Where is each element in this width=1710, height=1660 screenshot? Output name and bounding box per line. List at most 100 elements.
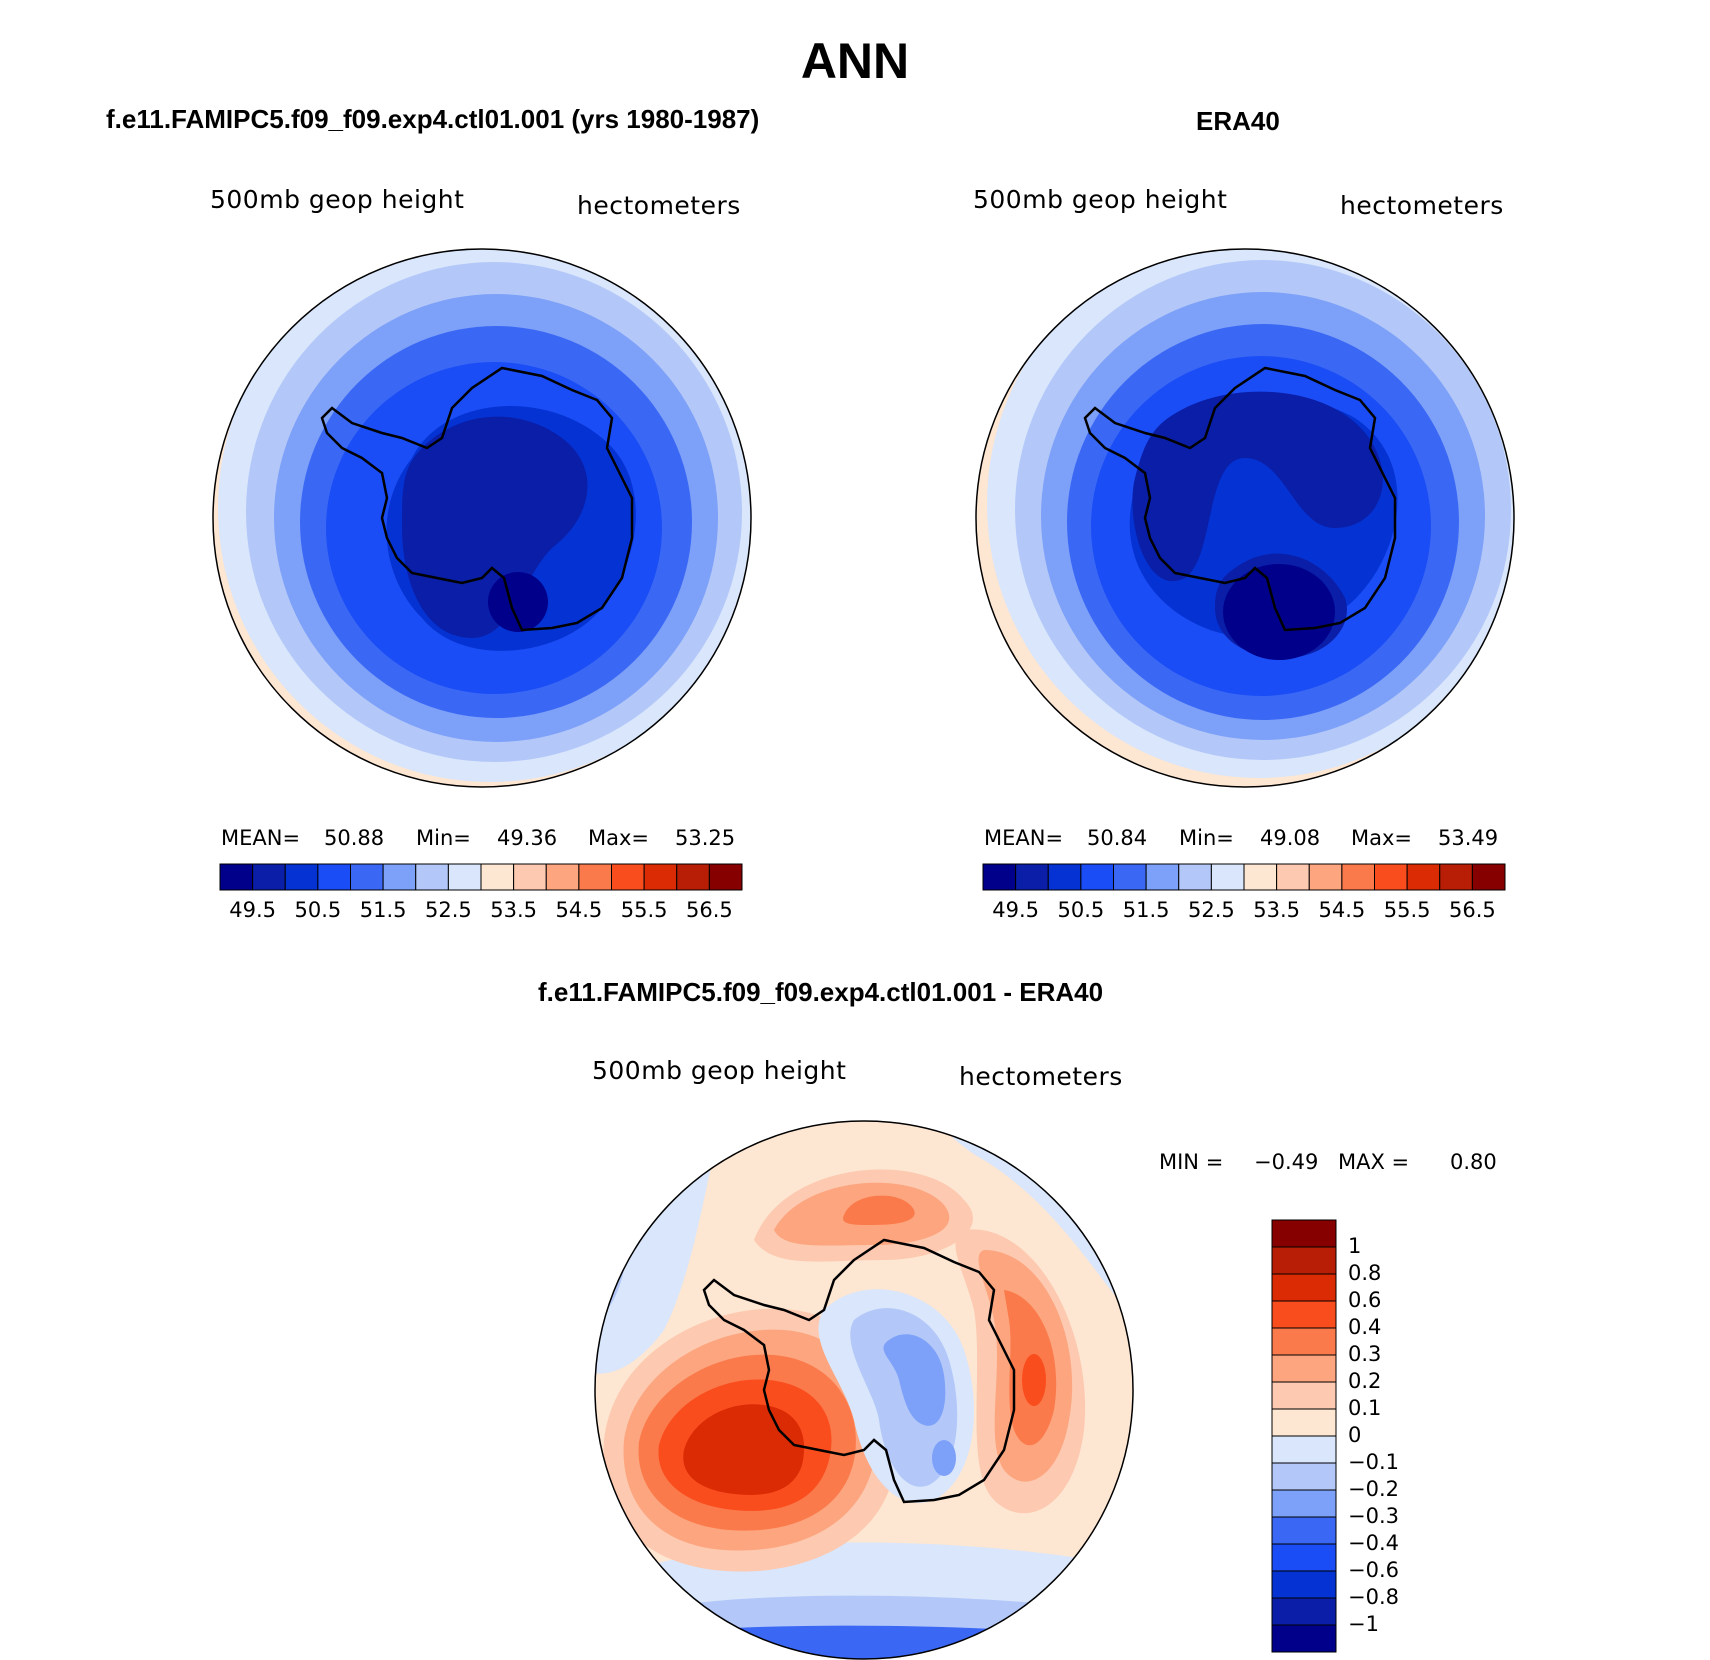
panel2-max-value: 53.49 xyxy=(1438,826,1498,850)
panel1-colorbar-tick-label: 54.5 xyxy=(555,898,603,922)
panel3-colorbar-tick-label: 0.1 xyxy=(1348,1396,1381,1420)
panel1-colorbar-tick-label: 51.5 xyxy=(359,898,407,922)
panel3-colorbar-swatch xyxy=(1272,1544,1336,1571)
panel2-colorbar-tick-label: 51.5 xyxy=(1122,898,1170,922)
panel3-title: f.e11.FAMIPC5.f09_f09.exp4.ctl01.001 - E… xyxy=(538,977,1103,1008)
panel1-colorbar-swatch xyxy=(416,864,449,890)
panel2-min-value: 49.08 xyxy=(1260,826,1320,850)
panel3-colorbar-tick-label: 0.6 xyxy=(1348,1288,1381,1312)
panel1-colorbar-tick-label: 53.5 xyxy=(490,898,538,922)
panel2-colorbar-swatch xyxy=(1277,864,1310,890)
panel2-colorbar-swatch xyxy=(1244,864,1277,890)
panel3-min-label: MIN = xyxy=(1159,1150,1223,1174)
panel1-min-value: 49.36 xyxy=(497,826,557,850)
panel2-max-label: Max= xyxy=(1351,826,1412,850)
panel2-title: ERA40 xyxy=(1196,106,1280,137)
panel1-colorbar-swatch xyxy=(579,864,612,890)
panel2-colorbar-swatch xyxy=(1114,864,1147,890)
panel1-min-label: Min= xyxy=(416,826,471,850)
panel2-colorbar-tick-label: 52.5 xyxy=(1187,898,1235,922)
panel3-colorbar-tick-label: −0.6 xyxy=(1348,1558,1399,1582)
panel1-colorbar-swatch xyxy=(285,864,318,890)
panel3-variable-label: 500mb geop height xyxy=(592,1056,846,1085)
panel2-variable-label: 500mb geop height xyxy=(973,185,1227,214)
panel1-mean-label: MEAN= xyxy=(221,826,300,850)
panel3-colorbar-swatch xyxy=(1272,1274,1336,1301)
panel2-colorbar-tick-label: 53.5 xyxy=(1253,898,1301,922)
panel1-max-label: Max= xyxy=(588,826,649,850)
panel3-colorbar-tick-label: −0.1 xyxy=(1348,1450,1399,1474)
panel1-colorbar-swatch xyxy=(612,864,645,890)
panel3-colorbar-swatch xyxy=(1272,1382,1336,1409)
panel1-colorbar-swatch xyxy=(644,864,677,890)
panel3-colorbar-tick-label: −0.8 xyxy=(1348,1585,1399,1609)
panel3-colorbar-swatch xyxy=(1272,1571,1336,1598)
panel1-colorbar-tick-label: 50.5 xyxy=(294,898,342,922)
panel1-colorbar-swatch xyxy=(709,864,742,890)
panel2-colorbar xyxy=(983,864,1505,890)
panel3-colorbar-swatch xyxy=(1272,1355,1336,1382)
panel1-colorbar-tick-label: 56.5 xyxy=(685,898,733,922)
panel2-colorbar-swatch xyxy=(1048,864,1081,890)
panel2-min-label: Min= xyxy=(1179,826,1234,850)
panel1-colorbar-swatch xyxy=(383,864,416,890)
panel3-colorbar-tick-label: 0.8 xyxy=(1348,1261,1381,1285)
panel1-colorbar xyxy=(220,864,742,890)
panel1-variable-label: 500mb geop height xyxy=(210,185,464,214)
panel3-colorbar-tick-label: 1 xyxy=(1348,1234,1361,1258)
panel3-contour-band xyxy=(584,1220,615,1300)
panel1-max-value: 53.25 xyxy=(675,826,735,850)
panel3-colorbar-tick-label: 0.4 xyxy=(1348,1315,1381,1339)
panel3-colorbar-swatch xyxy=(1272,1301,1336,1328)
panel2-colorbar-swatch xyxy=(1342,864,1375,890)
panel2-colorbar-swatch xyxy=(1179,864,1212,890)
panel3-units-label: hectometers xyxy=(959,1062,1123,1091)
panel1-colorbar-tick-label: 52.5 xyxy=(424,898,472,922)
panel1-colorbar-swatch xyxy=(220,864,253,890)
panel2-colorbar-swatch xyxy=(1309,864,1342,890)
panel2-colorbar-tick-label: 49.5 xyxy=(992,898,1040,922)
panel2-polar-map xyxy=(975,248,1515,788)
panel1-polar-map xyxy=(212,248,752,788)
panel3-colorbar-swatch xyxy=(1272,1463,1336,1490)
panel3-colorbar-tick-label: −0.2 xyxy=(1348,1477,1399,1501)
panel3-contour-band xyxy=(932,1440,956,1476)
panel2-units-label: hectometers xyxy=(1340,191,1504,220)
panel3-colorbar-swatch xyxy=(1272,1247,1336,1274)
panel1-colorbar-swatch xyxy=(253,864,286,890)
panel3-colorbar-tick-label: −0.3 xyxy=(1348,1504,1399,1528)
panel2-colorbar-tick-label: 55.5 xyxy=(1383,898,1431,922)
panel3-colorbar-swatch xyxy=(1272,1436,1336,1463)
panel2-colorbar-swatch xyxy=(1375,864,1408,890)
panel3-max-value: 0.80 xyxy=(1450,1150,1497,1174)
panel2-colorbar-tick-label: 56.5 xyxy=(1448,898,1496,922)
panel2-colorbar-swatch xyxy=(1081,864,1114,890)
panel2-colorbar-swatch xyxy=(1211,864,1244,890)
panel1-colorbar-tick-label: 49.5 xyxy=(229,898,277,922)
panel1-mean-value: 50.88 xyxy=(324,826,384,850)
panel1-colorbar-swatch xyxy=(514,864,547,890)
panel3-colorbar xyxy=(1272,1220,1336,1652)
panel3-colorbar-tick-label: −0.4 xyxy=(1348,1531,1399,1555)
panel3-colorbar-swatch xyxy=(1272,1328,1336,1355)
panel1-colorbar-swatch xyxy=(677,864,710,890)
panel1-colorbar-swatch xyxy=(318,864,351,890)
panel1-colorbar-tick-label: 55.5 xyxy=(620,898,668,922)
panel2-colorbar-tick-label: 54.5 xyxy=(1318,898,1366,922)
panel2-colorbar-swatch xyxy=(1440,864,1473,890)
panel3-polar-map xyxy=(594,1120,1134,1660)
panel2-colorbar-swatch xyxy=(983,864,1016,890)
panel3-colorbar-tick-label: 0.3 xyxy=(1348,1342,1381,1366)
panel3-colorbar-tick-label: −1 xyxy=(1348,1612,1379,1636)
panel3-colorbar-swatch xyxy=(1272,1490,1336,1517)
figure-title: ANN xyxy=(0,32,1710,90)
panel3-contour-band xyxy=(584,1626,1144,1660)
panel2-mean-value: 50.84 xyxy=(1087,826,1147,850)
panel3-colorbar-swatch xyxy=(1272,1409,1336,1436)
panel3-contour-band xyxy=(1022,1354,1046,1406)
panel3-colorbar-tick-label: 0 xyxy=(1348,1423,1361,1447)
panel2-colorbar-swatch xyxy=(1016,864,1049,890)
panel2-mean-label: MEAN= xyxy=(984,826,1063,850)
panel2-colorbar-tick-label: 50.5 xyxy=(1057,898,1105,922)
panel3-min-value: −0.49 xyxy=(1254,1150,1318,1174)
